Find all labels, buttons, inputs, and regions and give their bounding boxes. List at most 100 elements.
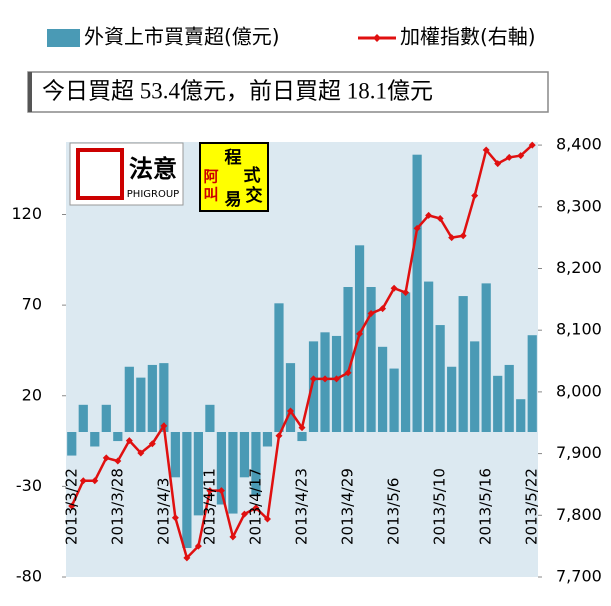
bar <box>193 432 203 516</box>
bar <box>251 432 261 496</box>
logo-brand-text: 法意 <box>129 155 177 183</box>
bar <box>101 404 111 432</box>
legend-bar-label: 外資上市買賣超(億元) <box>84 25 280 49</box>
bar <box>136 377 146 432</box>
legend-line-label: 加權指數(右軸) <box>400 25 536 49</box>
bar <box>159 363 169 432</box>
line-marker <box>183 554 191 562</box>
bar <box>401 292 411 432</box>
badge-box <box>199 142 269 212</box>
line-marker <box>240 510 248 518</box>
y2-tick-label: 7,900 <box>556 443 602 462</box>
x-tick-label: 2013/5/6 <box>385 478 403 545</box>
bar <box>67 432 77 456</box>
line-marker <box>310 375 318 383</box>
y2-tick-label: 7,700 <box>556 567 602 586</box>
badge-side-char: 阿 <box>203 168 218 186</box>
x-tick-label: 2013/4/29 <box>339 468 357 545</box>
bar <box>285 363 296 432</box>
logo-box <box>69 142 184 206</box>
bar <box>262 432 273 447</box>
x-tick-label: 2013/5/16 <box>477 468 495 545</box>
bar <box>78 404 88 432</box>
line-marker <box>321 375 329 383</box>
bar <box>470 341 480 432</box>
annotation: 今日買超 53.4億元，前日買超 18.1億元 <box>42 78 433 103</box>
x-tick-label: 2013/5/22 <box>523 468 541 545</box>
line-marker <box>206 487 214 495</box>
bar <box>481 283 491 432</box>
bar <box>516 399 526 432</box>
line-marker <box>356 330 364 338</box>
bar <box>239 432 250 478</box>
badge-char: 程 <box>225 148 242 168</box>
badge-side-char: 叫 <box>203 186 218 204</box>
bar <box>377 346 388 432</box>
bar <box>331 335 342 432</box>
bar <box>182 432 192 548</box>
x-tick-label: 2013/5/10 <box>431 468 449 545</box>
bar <box>124 366 134 432</box>
line-marker <box>148 440 156 448</box>
bar <box>389 368 399 432</box>
line-marker <box>471 192 479 200</box>
line-marker <box>436 215 444 223</box>
bar <box>90 432 100 447</box>
bar <box>308 341 319 432</box>
bar <box>343 287 353 432</box>
bar <box>458 296 468 432</box>
line-marker <box>367 310 375 318</box>
x-tick-label: 2013/4/3 <box>154 478 172 545</box>
logo-brand-en: PHIGROUP <box>127 189 179 200</box>
line-marker <box>160 422 168 430</box>
annotation-edge <box>28 72 32 112</box>
y2-tick-label: 8,100 <box>556 320 602 339</box>
legend-bar-swatch <box>47 29 80 47</box>
bar <box>435 325 445 432</box>
y2-tick-label: 8,300 <box>556 196 602 215</box>
line-marker <box>114 457 122 465</box>
line-marker <box>482 146 490 154</box>
legend-line-marker <box>373 34 381 42</box>
y2-tick-label: 8,000 <box>556 381 602 400</box>
line-marker <box>379 305 387 313</box>
bar <box>147 364 157 432</box>
line-marker <box>102 454 110 462</box>
line-marker <box>286 407 294 415</box>
bar <box>366 287 376 432</box>
x-tick-label: 2013/4/23 <box>293 468 311 545</box>
line-marker <box>125 437 133 445</box>
bar <box>527 335 537 432</box>
line-marker <box>298 424 306 432</box>
bar <box>424 281 434 432</box>
bar <box>504 364 514 432</box>
bar <box>354 245 365 432</box>
y2-tick-label: 8,400 <box>556 135 602 154</box>
x-tick-label: 2013/3/22 <box>62 468 80 545</box>
y-tick-label: 20 <box>22 385 42 404</box>
badge-char: 式 <box>244 165 261 186</box>
line-marker <box>333 375 341 383</box>
bar <box>205 404 215 432</box>
y-tick-label: 120 <box>11 204 42 223</box>
bar <box>228 432 238 514</box>
x-tick-label: 2013/4/11 <box>200 468 218 545</box>
logo-icon <box>76 148 124 200</box>
line-marker <box>252 504 260 512</box>
logo-brand: 法意 PHIGROUP <box>69 142 184 206</box>
line-marker <box>79 477 87 485</box>
line-marker <box>390 284 398 292</box>
line-marker <box>229 533 237 541</box>
line-marker <box>194 542 202 550</box>
x-tick-label: 2013/4/17 <box>246 468 264 545</box>
line-marker <box>528 141 536 149</box>
line-marker <box>68 502 76 510</box>
line-marker <box>505 153 513 161</box>
line-marker <box>494 160 502 168</box>
line-marker <box>263 515 271 523</box>
badge-char: 交 <box>246 185 263 206</box>
y-tick-label: -30 <box>16 476 42 495</box>
line-marker <box>344 369 352 377</box>
y-tick-label: -80 <box>16 567 42 586</box>
